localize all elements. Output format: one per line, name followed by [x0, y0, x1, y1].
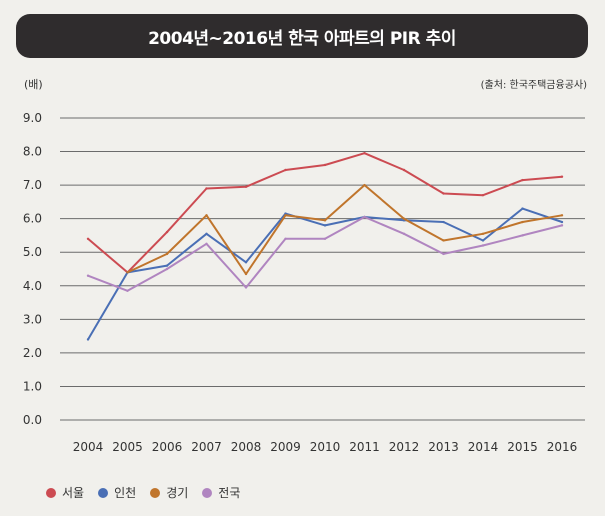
data-point — [363, 215, 366, 219]
y-tick-label: 1.0 — [23, 379, 42, 393]
y-tick-label: 3.0 — [23, 312, 42, 326]
data-point — [402, 168, 406, 172]
data-point — [205, 187, 208, 190]
data-point — [402, 232, 406, 235]
data-point — [323, 219, 327, 222]
data-point — [560, 214, 564, 217]
y-tick-label: 8.0 — [23, 145, 42, 159]
data-point — [442, 192, 445, 195]
data-point — [481, 244, 485, 247]
x-tick-label: 2016 — [547, 440, 578, 454]
x-tick-label: 2014 — [468, 440, 499, 454]
y-axis-unit: (배) — [24, 78, 43, 91]
data-point — [86, 274, 90, 277]
x-tick-label: 2015 — [507, 440, 538, 454]
data-point — [521, 234, 524, 237]
source-note: (출처: 한국주택금융공사) — [480, 80, 587, 91]
data-point — [323, 163, 327, 167]
data-point — [442, 239, 445, 242]
data-point — [560, 175, 564, 178]
legend-dot-icon — [98, 487, 109, 498]
y-tick-label: 5.0 — [23, 245, 42, 259]
x-tick-label: 2009 — [270, 440, 301, 454]
data-point — [165, 230, 169, 234]
data-point — [442, 252, 445, 256]
data-point — [86, 338, 90, 341]
data-point — [521, 220, 524, 224]
legend-dot-icon — [46, 487, 56, 498]
y-tick-label: 6.0 — [23, 212, 42, 226]
data-point — [244, 261, 248, 264]
data-point — [284, 237, 287, 240]
data-point — [205, 214, 208, 217]
data-point — [363, 152, 366, 155]
data-point — [560, 220, 564, 224]
x-tick-label: 2007 — [191, 440, 222, 454]
data-point — [521, 207, 524, 210]
data-point — [560, 224, 564, 227]
y-tick-label: 7.0 — [23, 178, 42, 192]
chart-title: 2004년~2016년 한국 아파트의 PIR 추이 — [148, 28, 456, 49]
data-point — [165, 264, 169, 267]
data-point — [86, 237, 90, 240]
data-point — [481, 232, 485, 235]
x-tick-label: 2010 — [310, 440, 341, 454]
legend-label: 경기 — [166, 486, 189, 500]
x-tick-label: 2004 — [73, 440, 104, 454]
data-point — [126, 289, 129, 293]
data-point — [284, 214, 287, 217]
legend-label: 전국 — [218, 486, 241, 500]
series-line-1 — [87, 152, 563, 274]
x-tick-label: 2011 — [349, 440, 380, 454]
y-tick-label: 4.0 — [23, 279, 42, 293]
series-line-4 — [87, 216, 563, 292]
data-point — [323, 237, 327, 240]
data-point — [244, 272, 248, 276]
title-bar: 2004년~2016년 한국 아파트의 PIR 추이 — [16, 14, 588, 58]
data-point — [244, 286, 248, 289]
legend-item: 인천 — [98, 484, 136, 501]
data-point — [284, 168, 287, 172]
legend-item: 서울 — [46, 484, 84, 501]
data-point — [323, 224, 327, 227]
data-point — [205, 242, 208, 246]
series-line-3 — [127, 184, 563, 275]
data-point — [521, 178, 524, 182]
x-tick-label: 2005 — [112, 440, 143, 454]
legend-dot-icon — [150, 487, 161, 498]
legend-item: 전국 — [202, 484, 240, 501]
data-point — [363, 183, 366, 187]
data-point — [126, 271, 129, 274]
data-point — [165, 267, 169, 271]
data-point — [402, 217, 406, 220]
data-point — [244, 185, 248, 188]
data-point — [205, 232, 208, 235]
legend-label: 서울 — [62, 486, 85, 500]
data-point — [481, 193, 485, 197]
data-point — [481, 239, 485, 242]
x-tick-label: 2013 — [428, 440, 459, 454]
x-tick-label: 2012 — [389, 440, 420, 454]
legend-item: 경기 — [150, 484, 188, 501]
data-point — [442, 220, 445, 224]
y-tick-label: 9.0 — [23, 111, 42, 125]
y-tick-label: 2.0 — [23, 346, 42, 360]
data-point — [165, 252, 169, 256]
legend-dot-icon — [202, 487, 213, 498]
x-tick-label: 2006 — [152, 440, 183, 454]
data-point — [284, 212, 287, 215]
y-tick-label: 0.0 — [23, 413, 42, 427]
legend: 서울 인천 경기 전국 — [46, 484, 254, 501]
legend-label: 인천 — [114, 486, 137, 500]
x-tick-label: 2008 — [231, 440, 262, 454]
